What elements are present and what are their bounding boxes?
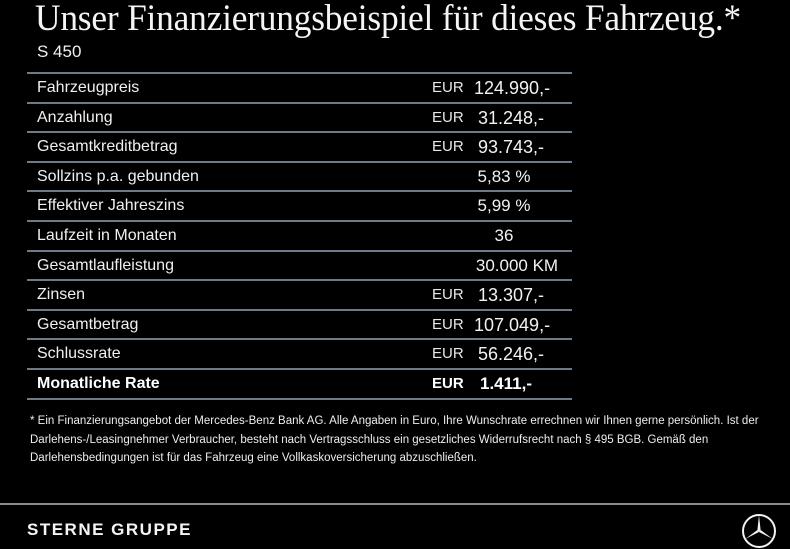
table-row-gesamtlaufleistung: Gesamtlaufleistung 30.000 KM [27,252,572,282]
row-label: Monatliche Rate [37,374,160,392]
table-row-laufzeit: Laufzeit in Monaten 36 [27,222,572,252]
financing-table: Fahrzeugpreis EUR 124.990,- Anzahlung EU… [27,72,572,400]
row-currency: EUR [432,345,464,363]
table-row-sollzins: Sollzins p.a. gebunden 5,83 % [27,163,572,193]
row-value: 36 [494,225,514,245]
row-value: 124.990,- [474,78,551,98]
row-value: 30.000 KM [475,255,559,275]
row-currency: EUR [432,374,464,392]
row-value: 1.411,- [480,373,532,393]
model-name: S 450 [37,42,82,61]
legal-footnote: * Ein Finanzierungsangebot der Mercedes-… [30,415,759,464]
row-currency: EUR [432,286,464,304]
row-label: Gesamtkreditbetrag [37,138,178,156]
row-label: Schlussrate [37,345,121,363]
row-currency: EUR [432,79,464,96]
row-label: Gesamtlaufleistung [37,256,174,274]
row-value: 5,83 % [477,166,531,186]
brand-name: STERNE GRUPPE [27,520,192,539]
table-row-schlussrate: Schlussrate EUR 56.246,- [27,340,572,370]
table-row-effektiver-jahreszins: Effektiver Jahreszins 5,99 % [27,192,572,222]
row-value: 5,99 % [477,196,531,216]
row-value: 31.248,- [478,107,545,128]
table-row-zinsen: Zinsen EUR 13.307,- [27,281,572,311]
table-row-fahrzeugpreis: Fahrzeugpreis EUR 124.990,- [27,74,572,104]
row-value: 13.307,- [478,285,545,306]
row-label: Laufzeit in Monaten [37,226,177,244]
row-label: Fahrzeugpreis [37,79,140,96]
row-value: 93.743,- [478,137,545,158]
row-currency: EUR [432,315,464,333]
row-label: Anzahlung [37,108,113,126]
row-label: Sollzins p.a. gebunden [37,167,199,185]
row-value: 56.246,- [478,344,545,365]
footer-divider [0,503,790,505]
table-row-gesamtbetrag: Gesamtbetrag EUR 107.049,- [27,311,572,341]
page-title: Unser Finanzierungsbeispiel für dieses F… [35,0,741,39]
table-row-monatliche-rate: Monatliche Rate EUR 1.411,- [27,370,572,400]
table-row-gesamtkreditbetrag: Gesamtkreditbetrag EUR 93.743,- [27,133,572,163]
row-currency: EUR [432,108,464,126]
table-row-anzahlung: Anzahlung EUR 31.248,- [27,104,572,134]
row-currency: EUR [432,138,464,156]
row-label: Zinsen [37,286,86,304]
row-label: Gesamtbetrag [37,315,139,333]
mercedes-star-icon [742,514,776,548]
row-label: Effektiver Jahreszins [37,197,185,215]
row-value: 107.049,- [474,314,551,335]
